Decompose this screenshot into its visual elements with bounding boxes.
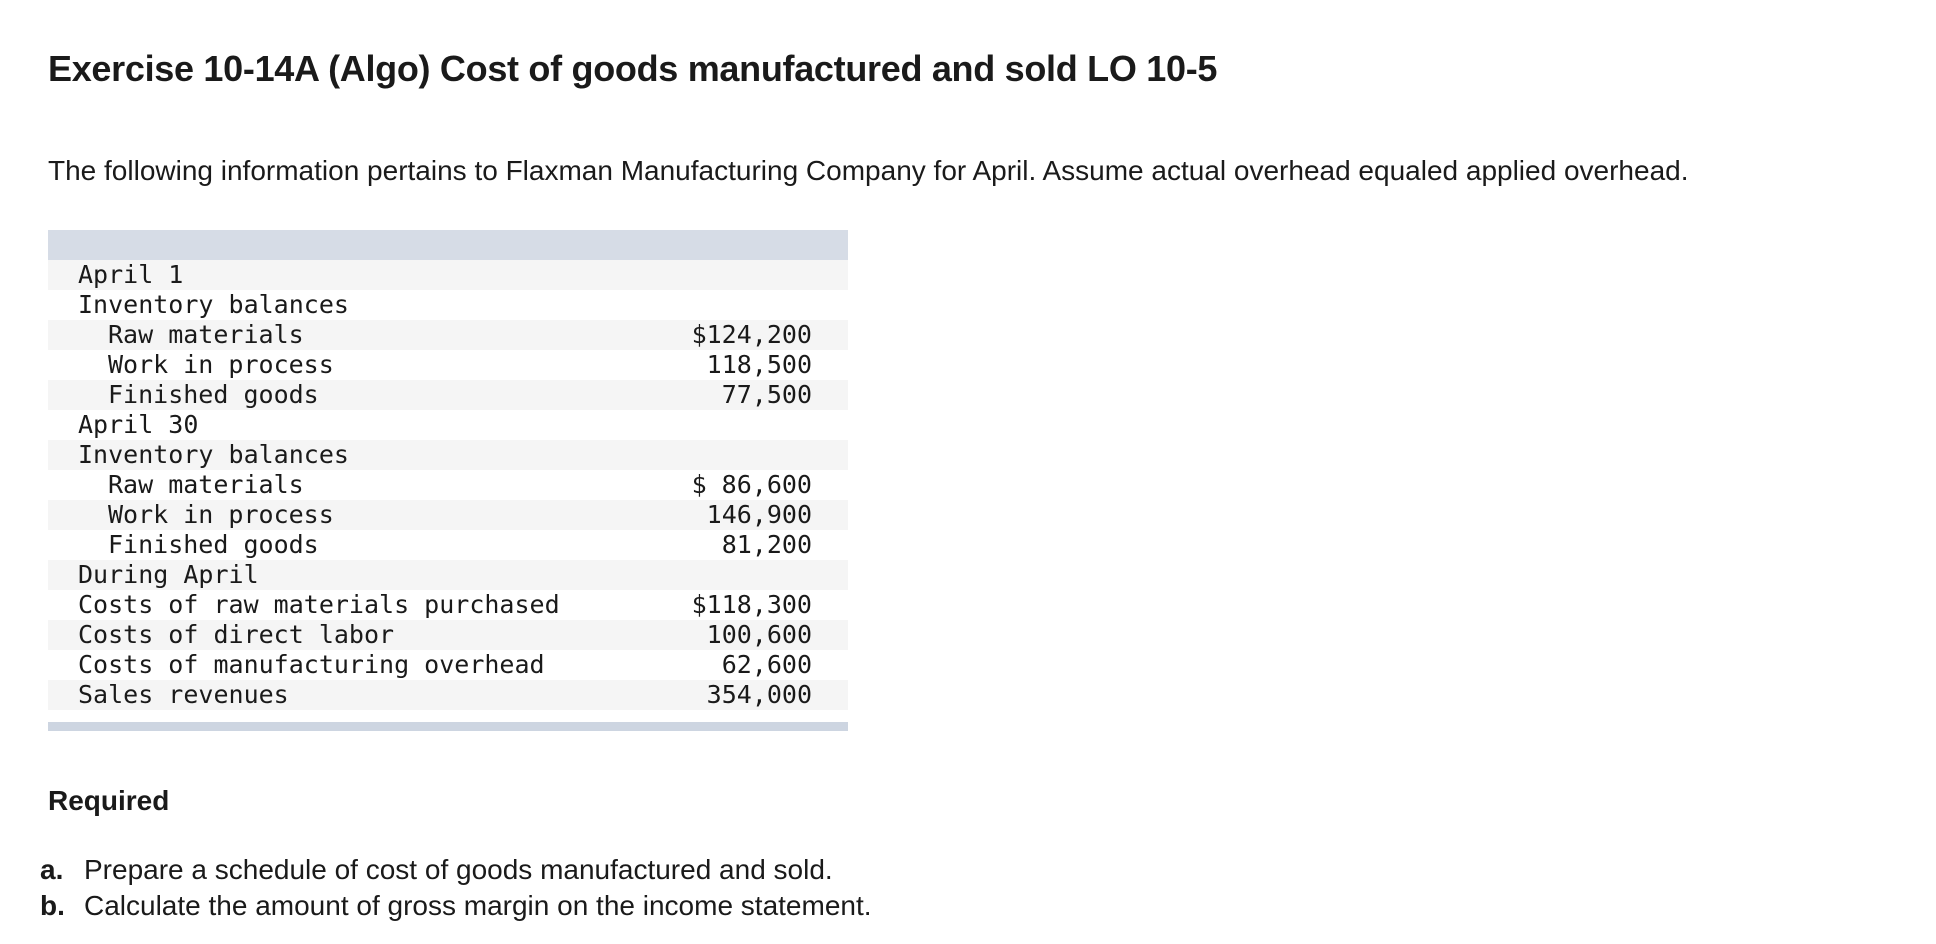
row-label: April 30 [48,410,661,440]
table-row: Costs of manufacturing overhead 62,600 [48,650,848,680]
row-value: $124,200 [660,320,848,350]
row-value: 146,900 [660,500,848,530]
required-item: b. Calculate the amount of gross margin o… [40,888,872,924]
row-label: Work in process [48,350,661,380]
row-label: Finished goods [48,380,661,410]
row-value [660,560,848,590]
row-label: Sales revenues [48,680,661,710]
item-text: Calculate the amount of gross margin on … [84,890,872,921]
row-value: $118,300 [660,590,848,620]
table-row: April 1 [48,260,848,290]
page-title: Exercise 10-14A (Algo) Cost of goods man… [48,48,1218,89]
row-label: Inventory balances [48,290,661,320]
table-row: Work in process 146,900 [48,500,848,530]
row-label: Finished goods [48,530,661,560]
table-row: Raw materials $124,200 [48,320,848,350]
row-label: Costs of raw materials purchased [48,590,661,620]
required-item: a. Prepare a schedule of cost of goods ma… [40,852,872,888]
row-value [660,410,848,440]
table-header-bar [48,230,848,260]
row-value: 77,500 [660,380,848,410]
row-value: $ 86,600 [660,470,848,500]
table-row: Inventory balances [48,290,848,320]
row-value: 62,600 [660,650,848,680]
item-marker: b. [40,890,65,921]
table-row: Raw materials $ 86,600 [48,470,848,500]
table-footer-bar [48,722,848,731]
table-row: Costs of raw materials purchased $118,300 [48,590,848,620]
row-label: Costs of manufacturing overhead [48,650,661,680]
row-label: During April [48,560,661,590]
data-table: April 1 Inventory balances Raw materials $1… [48,230,848,731]
table-spacer [48,710,848,722]
row-label: Work in process [48,500,661,530]
row-label: Costs of direct labor [48,620,661,650]
table-row: Work in process 118,500 [48,350,848,380]
row-value [660,440,848,470]
intro-text: The following information pertains to Fl… [48,155,1689,186]
row-value [660,260,848,290]
table-row: Costs of direct labor 100,600 [48,620,848,650]
table-row: April 30 [48,410,848,440]
row-value: 81,200 [660,530,848,560]
item-marker: a. [40,854,64,885]
row-label: April 1 [48,260,661,290]
row-label: Raw materials [48,320,661,350]
required-list: a. Prepare a schedule of cost of goods ma… [40,852,872,924]
row-label: Inventory balances [48,440,661,470]
table-row: Inventory balances [48,440,848,470]
row-value: 354,000 [660,680,848,710]
item-text: Prepare a schedule of cost of goods manu… [84,854,833,885]
table-row: Sales revenues 354,000 [48,680,848,710]
row-label: Raw materials [48,470,661,500]
row-value [660,290,848,320]
required-heading: Required [48,785,170,816]
table-row: During April [48,560,848,590]
row-value: 118,500 [660,350,848,380]
table-row: Finished goods 77,500 [48,380,848,410]
row-value: 100,600 [660,620,848,650]
table-row: Finished goods 81,200 [48,530,848,560]
